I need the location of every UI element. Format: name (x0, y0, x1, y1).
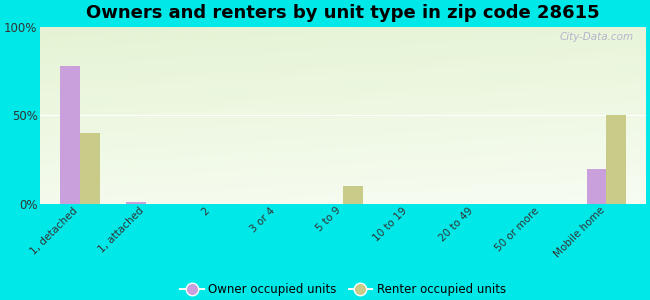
Bar (80, 133, 99, 204)
Text: City-Data.com: City-Data.com (560, 32, 634, 42)
Legend: Owner occupied units, Renter occupied units: Owner occupied units, Renter occupied un… (176, 279, 511, 300)
Bar (126, 202, 146, 204)
Bar (60, 65, 80, 204)
Bar (343, 186, 363, 204)
Title: Owners and renters by unit type in zip code 28615: Owners and renters by unit type in zip c… (86, 4, 600, 22)
Bar (606, 115, 626, 204)
Bar (586, 169, 606, 204)
